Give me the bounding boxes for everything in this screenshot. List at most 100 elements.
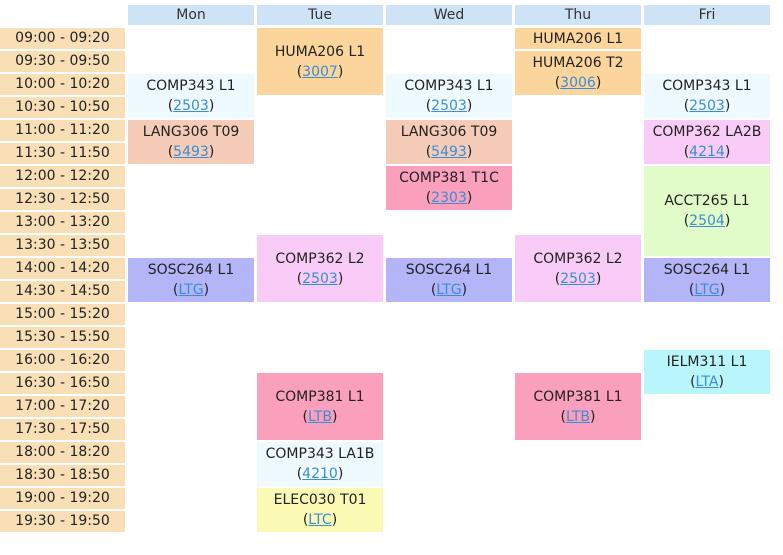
class-block: COMP343 LA1B (4210): [257, 442, 383, 486]
class-block: SOSC264 L1 (LTG): [128, 258, 254, 302]
room-link[interactable]: LTG: [178, 282, 204, 298]
room-link[interactable]: LTB: [565, 408, 591, 425]
class-block: COMP362 LA2B (4214): [644, 120, 770, 164]
room-link[interactable]: LTA: [695, 374, 719, 390]
room-link[interactable]: 5493: [431, 144, 467, 160]
time-slot-label: 10:30 - 10:50: [0, 97, 125, 118]
room-link[interactable]: 4214: [689, 144, 725, 160]
class-course-code: HUMA206 L1: [532, 30, 624, 47]
room-link[interactable]: 3006: [560, 75, 596, 91]
class-course-code: HUMA206 L1: [274, 43, 366, 60]
room-link[interactable]: LTG: [436, 282, 462, 298]
class-room: (LTG): [688, 282, 726, 298]
class-room: (LTA): [690, 374, 724, 390]
class-course-code: COMP343 LA1B: [265, 446, 375, 462]
class-room: (3006): [554, 75, 602, 91]
room-link[interactable]: 2503: [560, 270, 596, 287]
class-block: HUMA206 L1 (3007): [257, 28, 383, 95]
time-slot-label: 13:00 - 13:20: [0, 212, 125, 233]
room-link[interactable]: 2503: [431, 98, 467, 114]
time-slot-label: 14:00 - 14:20: [0, 258, 125, 279]
room-link[interactable]: LTG: [694, 282, 720, 298]
time-slot-label: 18:00 - 18:20: [0, 442, 125, 463]
class-course-code: COMP362 LA2B: [652, 124, 762, 140]
room-link[interactable]: 4210: [302, 466, 338, 482]
class-room: (LTB): [560, 408, 596, 425]
time-slot-label: 18:30 - 18:50: [0, 465, 125, 486]
class-room: (5493): [425, 144, 473, 160]
class-block: ELEC030 T01 (LTC): [257, 488, 383, 532]
class-course-code: COMP343 L1: [146, 78, 236, 94]
class-block: SOSC264 L1 (LTG): [386, 258, 512, 302]
day-header-wed: Wed: [386, 5, 512, 25]
class-room: (4214): [683, 144, 731, 160]
class-course-code: SOSC264 L1: [405, 262, 493, 278]
class-course-code: COMP343 L1: [662, 78, 752, 94]
class-block: COMP362 L2 (2503): [257, 235, 383, 302]
room-link[interactable]: LTC: [308, 512, 332, 528]
time-slot-label: 16:30 - 16:50: [0, 373, 125, 394]
room-link[interactable]: 2503: [689, 98, 725, 114]
class-room: (4210): [296, 466, 344, 482]
class-course-code: LANG306 T09: [400, 124, 498, 140]
class-course-code: SOSC264 L1: [663, 262, 751, 278]
class-room: (LTC): [302, 512, 338, 528]
class-block: COMP343 L1 (2503): [128, 74, 254, 118]
class-course-code: LANG306 T09: [142, 124, 240, 140]
day-header-fri: Fri: [644, 5, 770, 25]
time-slot-label: 17:00 - 17:20: [0, 396, 125, 417]
class-block: COMP381 L1 (LTB): [515, 373, 641, 440]
room-link[interactable]: 5493: [173, 144, 209, 160]
class-room: (LTG): [430, 282, 468, 298]
class-room: (2503): [167, 98, 215, 114]
day-header-thu: Thu: [515, 5, 641, 25]
class-block: COMP381 L1 (LTB): [257, 373, 383, 440]
class-block: LANG306 T09 (5493): [386, 120, 512, 164]
class-course-code: COMP343 L1: [404, 78, 494, 94]
class-course-code: IELM311 L1: [666, 354, 748, 370]
class-room: (LTB): [302, 408, 338, 425]
class-block: COMP362 L2 (2503): [515, 235, 641, 302]
class-room: (2503): [554, 270, 602, 287]
class-course-code: COMP381 T1C: [399, 170, 499, 186]
class-block: COMP343 L1 (2503): [644, 74, 770, 118]
class-room: (2503): [296, 270, 344, 287]
day-header-tue: Tue: [257, 5, 383, 25]
class-course-code: COMP381 L1: [275, 388, 365, 405]
class-course-code: ELEC030 T01: [273, 492, 367, 508]
day-header-mon: Mon: [128, 5, 254, 25]
class-course-code: SOSC264 L1: [147, 262, 235, 278]
room-link[interactable]: 3007: [302, 63, 338, 80]
time-slot-label: 14:30 - 14:50: [0, 281, 125, 302]
class-block: COMP343 L1 (2503): [386, 74, 512, 118]
room-link[interactable]: LTB: [307, 408, 333, 425]
time-slot-label: 19:00 - 19:20: [0, 488, 125, 509]
class-block: SOSC264 L1 (LTG): [644, 258, 770, 302]
class-block: COMP381 T1C (2303): [386, 166, 512, 210]
class-course-code: COMP381 L1: [533, 388, 623, 405]
class-room: (2303): [425, 190, 473, 206]
class-block: LANG306 T09 (5493): [128, 120, 254, 164]
class-course-code: HUMA206 T2: [532, 55, 624, 71]
class-room: (2503): [425, 98, 473, 114]
class-room: (3007): [296, 63, 344, 80]
room-link[interactable]: 2504: [689, 213, 725, 229]
time-slot-label: 13:30 - 13:50: [0, 235, 125, 256]
class-block: ACCT265 L1 (2504): [644, 166, 770, 256]
class-course-code: COMP362 L2: [533, 250, 623, 267]
class-room: (2503): [683, 98, 731, 114]
time-slot-label: 09:00 - 09:20: [0, 28, 125, 49]
time-slot-label: 10:00 - 10:20: [0, 74, 125, 95]
time-slot-label: 19:30 - 19:50: [0, 511, 125, 532]
class-room: (2504): [683, 213, 731, 229]
time-slot-label: 15:00 - 15:20: [0, 304, 125, 325]
room-link[interactable]: 2503: [173, 98, 209, 114]
room-link[interactable]: 2503: [302, 270, 338, 287]
class-course-code: ACCT265 L1: [664, 193, 750, 209]
room-link[interactable]: 2303: [431, 190, 467, 206]
class-room: (LTG): [172, 282, 210, 298]
class-block: IELM311 L1 (LTA): [644, 350, 770, 394]
class-course-code: COMP362 L2: [275, 250, 365, 267]
class-block: HUMA206 L1: [515, 28, 641, 49]
time-slot-label: 17:30 - 17:50: [0, 419, 125, 440]
